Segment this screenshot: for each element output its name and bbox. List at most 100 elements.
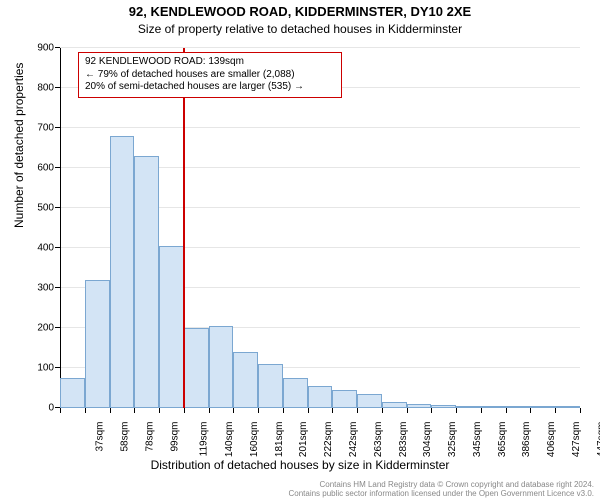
- histogram-bar: [283, 378, 308, 408]
- y-tick: [55, 367, 60, 368]
- histogram-bar: [357, 394, 382, 408]
- x-tick-label: 447sqm: [596, 422, 600, 458]
- gridline: [60, 127, 580, 128]
- y-tick-label: 800: [37, 83, 54, 94]
- histogram-bar: [407, 404, 432, 408]
- histogram-bar: [530, 406, 555, 408]
- y-tick-label: 700: [37, 123, 54, 134]
- histogram-bar: [110, 136, 135, 408]
- x-tick: [382, 408, 383, 413]
- footer-line: Contains HM Land Registry data © Crown c…: [288, 480, 594, 489]
- x-tick-label: 325sqm: [447, 422, 458, 458]
- y-tick-label: 400: [37, 243, 54, 254]
- x-tick-label: 345sqm: [472, 422, 483, 458]
- chart-subtitle: Size of property relative to detached ho…: [0, 22, 600, 36]
- x-tick-label: 37sqm: [95, 422, 106, 452]
- x-tick-label: 222sqm: [323, 422, 334, 458]
- x-tick-label: 119sqm: [199, 422, 210, 457]
- x-tick: [159, 408, 160, 413]
- y-tick-label: 900: [37, 43, 54, 54]
- x-tick: [530, 408, 531, 413]
- histogram-bar: [555, 406, 580, 408]
- x-tick: [555, 408, 556, 413]
- x-tick: [357, 408, 358, 413]
- y-tick: [55, 47, 60, 48]
- x-tick: [332, 408, 333, 413]
- x-tick: [209, 408, 210, 413]
- x-tick: [308, 408, 309, 413]
- annotation-line: 92 KENDLEWOOD ROAD: 139sqm: [85, 56, 335, 69]
- histogram-bar: [258, 364, 283, 408]
- x-axis-label: Distribution of detached houses by size …: [0, 458, 600, 472]
- gridline: [60, 47, 580, 48]
- y-tick-label: 0: [48, 403, 54, 414]
- annotation-line: 20% of semi-detached houses are larger (…: [85, 81, 335, 94]
- histogram-bar: [60, 378, 85, 408]
- histogram-bar: [382, 402, 407, 408]
- histogram-bar: [209, 326, 234, 408]
- x-tick-label: 201sqm: [299, 422, 310, 458]
- x-tick-label: 181sqm: [274, 422, 285, 458]
- x-tick: [184, 408, 185, 413]
- histogram-bar: [134, 156, 159, 408]
- footer-line: Contains public sector information licen…: [288, 489, 594, 498]
- x-tick: [110, 408, 111, 413]
- x-tick-label: 304sqm: [422, 422, 433, 458]
- x-tick-label: 406sqm: [546, 422, 557, 458]
- y-tick: [55, 247, 60, 248]
- histogram-bar: [506, 406, 531, 408]
- histogram-bar: [308, 386, 333, 408]
- x-tick: [407, 408, 408, 413]
- y-axis-line: [60, 48, 61, 408]
- x-tick: [134, 408, 135, 413]
- histogram-bar: [159, 246, 184, 408]
- x-tick-label: 365sqm: [497, 422, 508, 458]
- x-tick-label: 283sqm: [398, 422, 409, 458]
- y-axis-label: Number of detached properties: [12, 63, 26, 228]
- histogram-bar: [233, 352, 258, 408]
- x-tick: [506, 408, 507, 413]
- histogram-bar: [85, 280, 110, 408]
- x-tick-label: 58sqm: [120, 422, 131, 452]
- property-marker-line: [183, 48, 185, 408]
- y-tick-label: 500: [37, 203, 54, 214]
- y-tick: [55, 207, 60, 208]
- annotation-box: 92 KENDLEWOOD ROAD: 139sqm ← 79% of deta…: [78, 52, 342, 98]
- y-tick: [55, 287, 60, 288]
- x-tick-label: 99sqm: [169, 422, 180, 452]
- y-tick: [55, 127, 60, 128]
- y-tick-label: 600: [37, 163, 54, 174]
- chart-title: 92, KENDLEWOOD ROAD, KIDDERMINSTER, DY10…: [0, 4, 600, 19]
- x-tick-label: 242sqm: [348, 422, 359, 458]
- x-tick: [233, 408, 234, 413]
- x-tick-label: 427sqm: [571, 422, 582, 458]
- x-tick-label: 263sqm: [373, 422, 384, 458]
- histogram-bar: [431, 405, 456, 408]
- y-tick-label: 200: [37, 323, 54, 334]
- histogram-bar: [456, 406, 481, 408]
- chart-container: 92, KENDLEWOOD ROAD, KIDDERMINSTER, DY10…: [0, 0, 600, 500]
- x-tick: [258, 408, 259, 413]
- x-tick-label: 140sqm: [224, 422, 235, 458]
- annotation-line: ← 79% of detached houses are smaller (2,…: [85, 69, 335, 82]
- y-tick-label: 100: [37, 363, 54, 374]
- y-tick: [55, 327, 60, 328]
- y-tick-label: 300: [37, 283, 54, 294]
- histogram-bar: [184, 328, 209, 408]
- histogram-bar: [332, 390, 357, 408]
- footer: Contains HM Land Registry data © Crown c…: [288, 480, 594, 498]
- x-tick-label: 386sqm: [521, 422, 532, 458]
- x-tick-label: 78sqm: [144, 422, 155, 452]
- x-tick: [283, 408, 284, 413]
- plot-area: [60, 48, 580, 408]
- y-tick: [55, 167, 60, 168]
- histogram-bar: [481, 406, 506, 408]
- x-tick: [580, 408, 581, 413]
- x-tick: [60, 408, 61, 413]
- x-tick: [431, 408, 432, 413]
- x-tick: [85, 408, 86, 413]
- y-tick: [55, 87, 60, 88]
- x-tick: [481, 408, 482, 413]
- x-tick: [456, 408, 457, 413]
- x-tick-label: 160sqm: [249, 422, 260, 458]
